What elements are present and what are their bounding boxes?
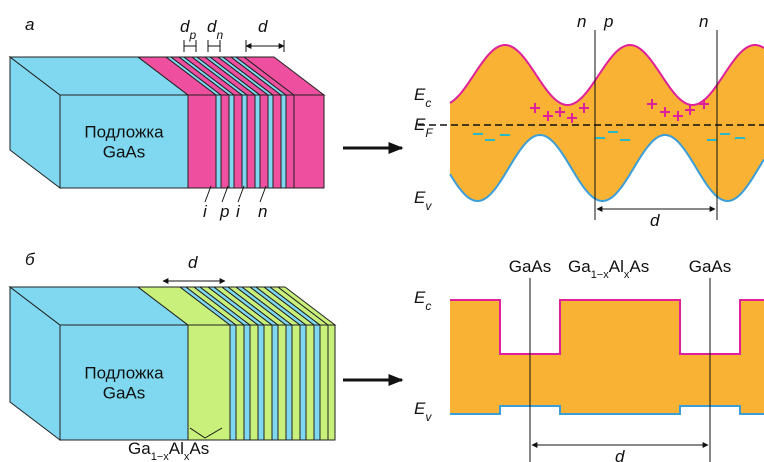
layer-face (286, 95, 294, 188)
layer-face (328, 325, 335, 440)
layer-face (272, 325, 278, 440)
region-label: n (577, 12, 586, 31)
layer-face (242, 95, 247, 188)
substrate-label: GaAs (103, 384, 146, 403)
thickness-label-sub: n (216, 28, 223, 42)
level-label-main: E (414, 85, 426, 104)
material-label-part: As (629, 257, 649, 276)
layer-face (236, 325, 244, 440)
thickness-label: d (258, 17, 268, 36)
panel-label: б (25, 250, 36, 269)
level-label-main: E (414, 188, 426, 207)
layer-label-sub: 1−x (151, 451, 170, 462)
layer-face (314, 325, 320, 440)
layer-face (188, 95, 216, 188)
material-label-part: Al (609, 257, 624, 276)
layer-label: n (258, 202, 267, 221)
layer-label-part: Ga (128, 439, 151, 458)
layer-face (273, 95, 281, 188)
layer-face (234, 95, 242, 188)
layer-face (320, 325, 328, 440)
region-label: n (699, 12, 708, 31)
level-label: Ec (414, 85, 431, 110)
layer-face (230, 325, 236, 440)
material-label: Ga1−xAlxAs (568, 257, 649, 281)
layer-face (292, 325, 300, 440)
substrate-label: GaAs (103, 143, 146, 162)
level-label-main: E (414, 115, 426, 134)
level-label: Ev (414, 399, 432, 424)
region-label: p (603, 12, 613, 31)
material-label: GaAs (509, 257, 552, 276)
substrate-face (60, 95, 188, 188)
thickness-label: dp (180, 17, 196, 42)
layer-label: i (203, 202, 208, 221)
layer-label-part: As (189, 439, 209, 458)
layer-face (264, 325, 272, 440)
layer-label-part: Al (169, 439, 184, 458)
level-label-sub: F (425, 126, 433, 140)
band-fill (450, 300, 764, 414)
layer-face (216, 95, 221, 188)
substrate-label: Подложка (84, 123, 164, 142)
level-label-main: E (414, 399, 426, 418)
thickness-label: dn (207, 17, 223, 42)
level-label-sub: v (425, 199, 432, 213)
period-label: d (650, 211, 660, 230)
level-label-sub: v (425, 410, 432, 424)
layer-face (221, 95, 229, 188)
diagram: аПодложкаGaAsdpdndipinnpnEcEFEvdбПодложк… (0, 0, 764, 462)
layer-face (300, 325, 306, 440)
level-label-sub: c (425, 96, 431, 110)
layer-face (247, 95, 255, 188)
layer-label: Ga1−xAlxAs (128, 439, 209, 462)
material-label: GaAs (689, 257, 732, 276)
level-label: Ev (414, 188, 432, 213)
material-label-sub: 1−x (591, 269, 610, 281)
panel-label: а (25, 15, 34, 34)
level-label: EF (414, 115, 433, 140)
period-label: d (188, 253, 198, 272)
thickness-label-main: d (258, 17, 268, 36)
layer-face (255, 95, 260, 188)
substrate-label: Подложка (84, 364, 164, 383)
period-label: d (615, 447, 625, 462)
layer-face (294, 95, 324, 188)
layer-face (229, 95, 234, 188)
substrate-face (60, 325, 188, 440)
material-label-part: Ga (568, 257, 591, 276)
thickness-label-sub: p (188, 28, 196, 42)
layer-face (306, 325, 314, 440)
layer-face (244, 325, 250, 440)
layer-face (260, 95, 268, 188)
layer-face (286, 325, 292, 440)
layer-face (250, 325, 258, 440)
layer-face (278, 325, 286, 440)
level-label-sub: c (425, 299, 431, 313)
layer-label: i (236, 202, 241, 221)
layer-face (281, 95, 286, 188)
level-label-main: E (414, 288, 426, 307)
level-label: Ec (414, 288, 431, 313)
layer-face (268, 95, 273, 188)
layer-label: p (219, 202, 229, 221)
layer-face (258, 325, 264, 440)
layer-face (188, 325, 230, 440)
